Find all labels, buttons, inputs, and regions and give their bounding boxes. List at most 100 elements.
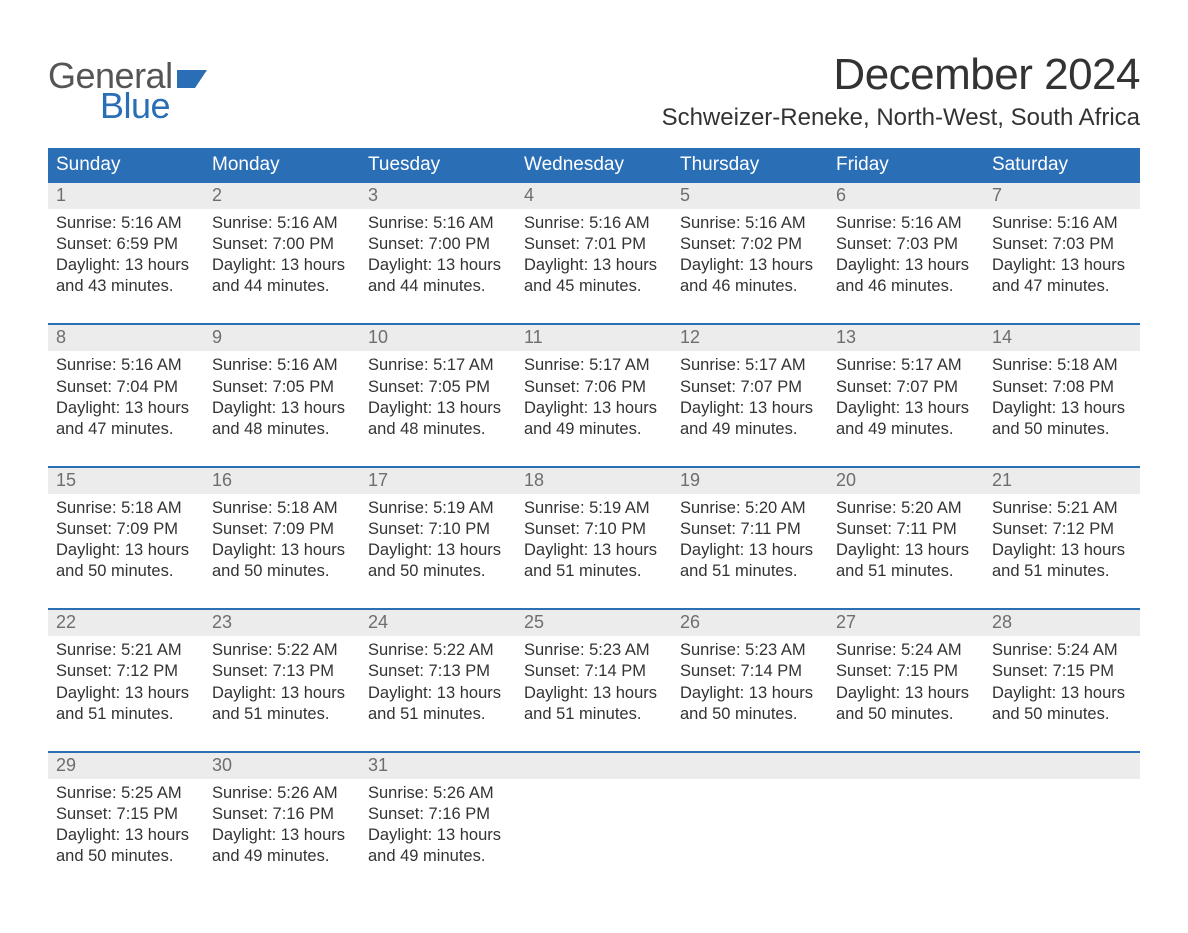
- day-sunrise-text: Sunrise: 5:19 AM: [524, 498, 664, 519]
- day-daylight1-text: Daylight: 13 hours: [992, 398, 1132, 419]
- day-cell: Sunrise: 5:25 AMSunset: 7:15 PMDaylight:…: [48, 779, 204, 893]
- day-cell: Sunrise: 5:22 AMSunset: 7:13 PMDaylight:…: [360, 636, 516, 750]
- day-daylight1-text: Daylight: 13 hours: [992, 683, 1132, 704]
- day-cell: Sunrise: 5:23 AMSunset: 7:14 PMDaylight:…: [516, 636, 672, 750]
- day-daylight2-text: and 50 minutes.: [836, 704, 976, 725]
- day-cell: Sunrise: 5:17 AMSunset: 7:05 PMDaylight:…: [360, 351, 516, 465]
- logo-text-blue: Blue: [100, 88, 207, 124]
- day-data-row: Sunrise: 5:16 AMSunset: 7:04 PMDaylight:…: [48, 351, 1140, 465]
- weekday-header: Saturday: [984, 148, 1140, 183]
- day-cell: Sunrise: 5:16 AMSunset: 7:04 PMDaylight:…: [48, 351, 204, 465]
- day-cell: [828, 779, 984, 893]
- day-cell: Sunrise: 5:16 AMSunset: 7:03 PMDaylight:…: [984, 209, 1140, 323]
- day-cell: Sunrise: 5:26 AMSunset: 7:16 PMDaylight:…: [204, 779, 360, 893]
- day-daylight2-text: and 50 minutes.: [680, 704, 820, 725]
- day-sunset-text: Sunset: 7:01 PM: [524, 234, 664, 255]
- header: General Blue December 2024 Schweizer-Ren…: [48, 40, 1140, 142]
- logo: General Blue: [48, 58, 207, 124]
- day-sunrise-text: Sunrise: 5:19 AM: [368, 498, 508, 519]
- day-daylight2-text: and 51 minutes.: [524, 704, 664, 725]
- day-daylight1-text: Daylight: 13 hours: [524, 255, 664, 276]
- day-daylight2-text: and 50 minutes.: [56, 561, 196, 582]
- date-number: 1: [48, 183, 204, 209]
- day-daylight1-text: Daylight: 13 hours: [56, 255, 196, 276]
- day-sunset-text: Sunset: 7:13 PM: [368, 661, 508, 682]
- weekday-header: Wednesday: [516, 148, 672, 183]
- date-number: 20: [828, 468, 984, 494]
- day-daylight1-text: Daylight: 13 hours: [212, 540, 352, 561]
- day-sunrise-text: Sunrise: 5:16 AM: [212, 355, 352, 376]
- day-cell: [672, 779, 828, 893]
- day-sunset-text: Sunset: 7:05 PM: [212, 377, 352, 398]
- day-daylight1-text: Daylight: 13 hours: [368, 398, 508, 419]
- day-cell: Sunrise: 5:17 AMSunset: 7:07 PMDaylight:…: [828, 351, 984, 465]
- day-sunset-text: Sunset: 7:07 PM: [836, 377, 976, 398]
- day-sunset-text: Sunset: 7:16 PM: [368, 804, 508, 825]
- day-sunrise-text: Sunrise: 5:16 AM: [368, 213, 508, 234]
- calendar-week: 891011121314Sunrise: 5:16 AMSunset: 7:04…: [48, 323, 1140, 465]
- day-sunset-text: Sunset: 7:15 PM: [56, 804, 196, 825]
- calendar-grid: Sunday Monday Tuesday Wednesday Thursday…: [48, 148, 1140, 893]
- date-number: 5: [672, 183, 828, 209]
- day-sunrise-text: Sunrise: 5:17 AM: [368, 355, 508, 376]
- day-sunset-text: Sunset: 7:11 PM: [680, 519, 820, 540]
- day-sunrise-text: Sunrise: 5:26 AM: [212, 783, 352, 804]
- date-number: 14: [984, 325, 1140, 351]
- date-number: 23: [204, 610, 360, 636]
- day-daylight2-text: and 47 minutes.: [56, 419, 196, 440]
- date-number: 11: [516, 325, 672, 351]
- day-cell: Sunrise: 5:26 AMSunset: 7:16 PMDaylight:…: [360, 779, 516, 893]
- day-daylight1-text: Daylight: 13 hours: [836, 255, 976, 276]
- day-sunset-text: Sunset: 6:59 PM: [56, 234, 196, 255]
- date-number: 17: [360, 468, 516, 494]
- day-sunrise-text: Sunrise: 5:16 AM: [992, 213, 1132, 234]
- day-daylight1-text: Daylight: 13 hours: [368, 825, 508, 846]
- date-number: 26: [672, 610, 828, 636]
- date-number: 25: [516, 610, 672, 636]
- day-sunset-text: Sunset: 7:04 PM: [56, 377, 196, 398]
- day-sunset-text: Sunset: 7:11 PM: [836, 519, 976, 540]
- day-cell: Sunrise: 5:17 AMSunset: 7:07 PMDaylight:…: [672, 351, 828, 465]
- weeks-container: 1234567Sunrise: 5:16 AMSunset: 6:59 PMDa…: [48, 183, 1140, 893]
- day-daylight2-text: and 50 minutes.: [56, 846, 196, 867]
- day-cell: Sunrise: 5:18 AMSunset: 7:08 PMDaylight:…: [984, 351, 1140, 465]
- day-sunset-text: Sunset: 7:00 PM: [212, 234, 352, 255]
- day-daylight1-text: Daylight: 13 hours: [524, 540, 664, 561]
- date-number: 7: [984, 183, 1140, 209]
- day-cell: Sunrise: 5:24 AMSunset: 7:15 PMDaylight:…: [984, 636, 1140, 750]
- day-cell: Sunrise: 5:16 AMSunset: 7:05 PMDaylight:…: [204, 351, 360, 465]
- day-daylight1-text: Daylight: 13 hours: [212, 255, 352, 276]
- day-sunset-text: Sunset: 7:02 PM: [680, 234, 820, 255]
- day-sunset-text: Sunset: 7:03 PM: [992, 234, 1132, 255]
- day-daylight1-text: Daylight: 13 hours: [56, 825, 196, 846]
- day-daylight2-text: and 45 minutes.: [524, 276, 664, 297]
- date-number: 27: [828, 610, 984, 636]
- day-cell: Sunrise: 5:21 AMSunset: 7:12 PMDaylight:…: [48, 636, 204, 750]
- day-daylight1-text: Daylight: 13 hours: [56, 398, 196, 419]
- day-cell: Sunrise: 5:18 AMSunset: 7:09 PMDaylight:…: [48, 494, 204, 608]
- day-sunrise-text: Sunrise: 5:20 AM: [836, 498, 976, 519]
- date-number: 6: [828, 183, 984, 209]
- date-number: 3: [360, 183, 516, 209]
- day-cell: Sunrise: 5:17 AMSunset: 7:06 PMDaylight:…: [516, 351, 672, 465]
- day-daylight1-text: Daylight: 13 hours: [368, 683, 508, 704]
- day-daylight2-text: and 47 minutes.: [992, 276, 1132, 297]
- day-daylight1-text: Daylight: 13 hours: [524, 683, 664, 704]
- date-number: 12: [672, 325, 828, 351]
- day-daylight1-text: Daylight: 13 hours: [368, 255, 508, 276]
- day-daylight1-text: Daylight: 13 hours: [680, 683, 820, 704]
- day-sunset-text: Sunset: 7:03 PM: [836, 234, 976, 255]
- day-sunrise-text: Sunrise: 5:17 AM: [836, 355, 976, 376]
- day-data-row: Sunrise: 5:25 AMSunset: 7:15 PMDaylight:…: [48, 779, 1140, 893]
- day-daylight1-text: Daylight: 13 hours: [992, 255, 1132, 276]
- day-sunrise-text: Sunrise: 5:18 AM: [56, 498, 196, 519]
- date-number: 30: [204, 753, 360, 779]
- day-sunset-text: Sunset: 7:12 PM: [992, 519, 1132, 540]
- weekday-header: Monday: [204, 148, 360, 183]
- day-sunset-text: Sunset: 7:06 PM: [524, 377, 664, 398]
- day-data-row: Sunrise: 5:16 AMSunset: 6:59 PMDaylight:…: [48, 209, 1140, 323]
- day-daylight2-text: and 43 minutes.: [56, 276, 196, 297]
- day-daylight2-text: and 51 minutes.: [368, 704, 508, 725]
- weekday-header: Friday: [828, 148, 984, 183]
- date-number-row: 22232425262728: [48, 610, 1140, 636]
